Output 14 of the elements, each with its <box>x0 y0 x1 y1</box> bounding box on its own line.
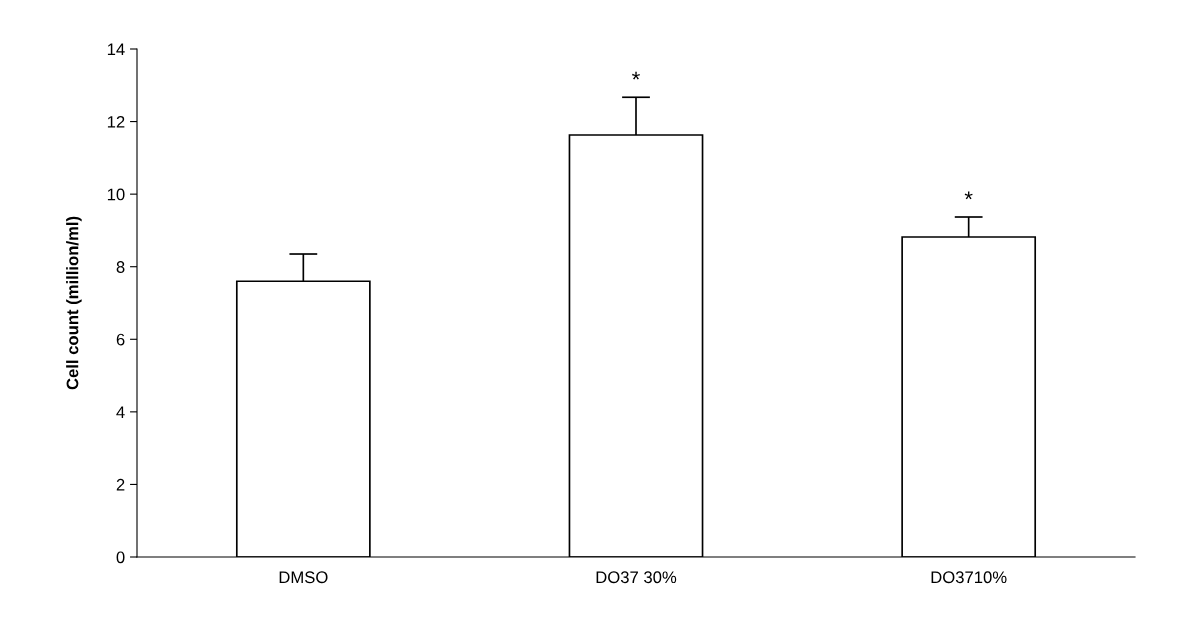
y-tick-label: 2 <box>116 478 125 491</box>
x-tick-label: DO37 30% <box>596 571 677 584</box>
y-tick-label: 6 <box>116 333 125 346</box>
x-tick-label: DO3710% <box>931 571 1007 584</box>
y-tick-label: 14 <box>107 43 125 56</box>
y-tick-label: 0 <box>116 551 125 564</box>
y-tick-label: 8 <box>116 261 125 273</box>
y-axis-title: Cell count (million/ml) <box>66 216 82 390</box>
x-tick-label: DMSO <box>279 571 328 584</box>
y-tick-label: 12 <box>107 115 125 128</box>
annotation: * <box>632 71 640 80</box>
annotation: * <box>964 191 973 200</box>
y-tick-label: 4 <box>116 406 125 418</box>
y-tick-label: 10 <box>107 188 125 201</box>
